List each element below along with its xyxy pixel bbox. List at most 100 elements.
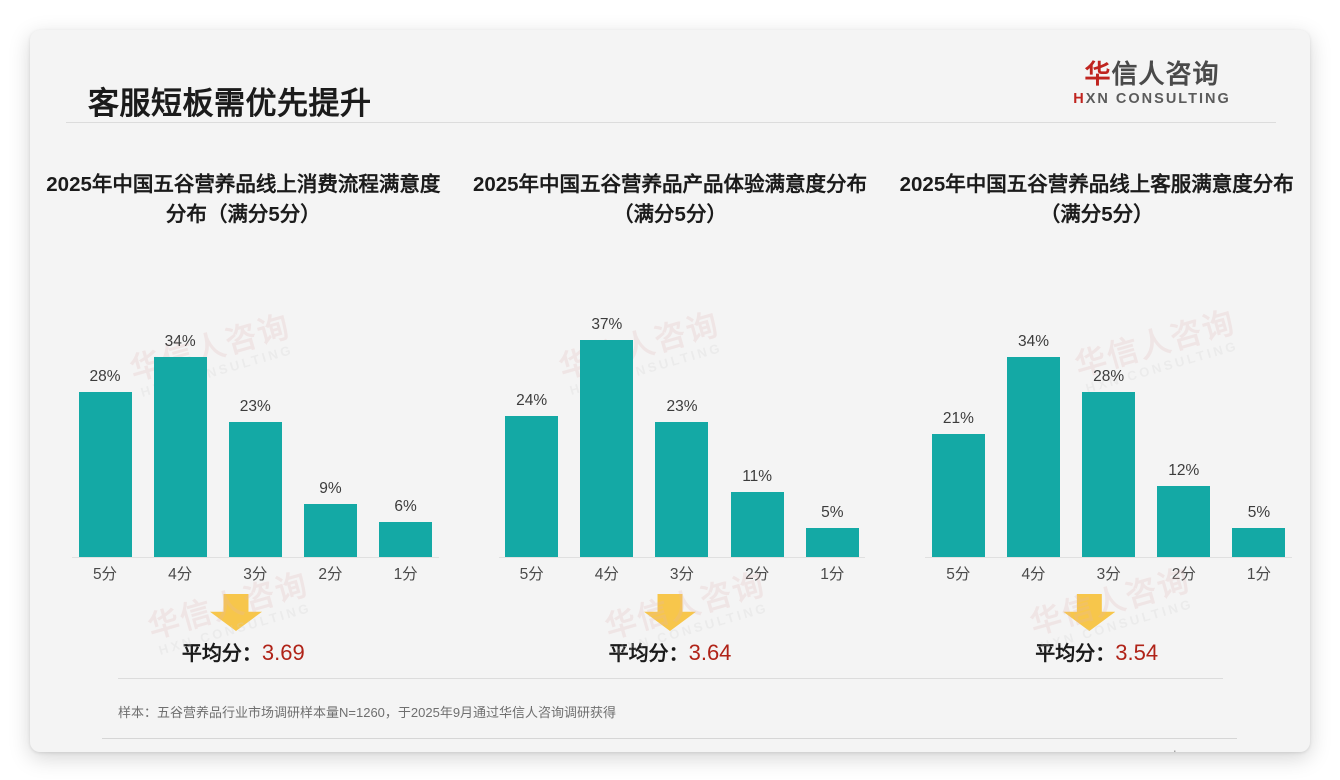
bar-item: 34% [147, 322, 213, 557]
category-label: 5分 [946, 566, 971, 583]
slide-header: 客服短板需优先提升 华信人咨询 HXN CONSULTING [30, 30, 1310, 122]
average-score-2: 平均分：3.64 [457, 637, 884, 666]
bar [1157, 486, 1211, 557]
website-url[interactable]: www.hxrcon.com [1144, 749, 1238, 752]
bar-item: 23% [222, 322, 288, 557]
bar [805, 528, 859, 557]
bar [505, 416, 559, 557]
bar [655, 422, 709, 557]
footnote-divider [118, 678, 1223, 679]
chart-title-3: 2025年中国五谷营养品线上客服满意度分布（满分5分） [899, 173, 1294, 226]
category-label: 1分 [1246, 566, 1272, 583]
category-label: 5分 [92, 566, 118, 583]
bar [931, 434, 985, 557]
bar [78, 392, 132, 557]
x-axis-line-2 [498, 557, 866, 558]
logo-chinese-rest: 信人咨询 [1111, 59, 1220, 89]
bar-value-label: 5% [821, 504, 844, 521]
logo-english-rest: XN CONSULTING [1085, 90, 1231, 107]
x-axis-line-1 [72, 557, 439, 558]
chart-plot-2: 华信人咨询 HXN CONSULTING 24% 37% 23% 11% 5% 5分 4分… [498, 290, 866, 590]
category-label: 4分 [168, 566, 193, 583]
arrow-row-2 [457, 594, 884, 634]
charts-container: 2025年中国五谷营养品线上消费流程满意度分布（满分5分） 华信人咨询 HXN … [30, 142, 1310, 665]
chart-plot-3: 华信人咨询 HXN CONSULTING 21% 34% 28% 12% 5% 5分 4分… [925, 290, 1293, 590]
category-label: 2分 [745, 566, 770, 583]
category-label: 2分 [1171, 566, 1196, 583]
bar-item: 12% [1151, 322, 1217, 557]
category-labels-1: 5分 4分 3分 2分 1分 [72, 560, 439, 590]
bar-value-label: 37% [591, 316, 623, 333]
bar-value-label: 11% [742, 468, 773, 485]
bar-value-label: 12% [1168, 462, 1200, 479]
category-label: 4分 [594, 566, 619, 583]
bar-item: 28% [72, 322, 138, 557]
category-label: 5分 [519, 566, 544, 583]
bar [379, 522, 433, 557]
bar-item: 5% [799, 322, 865, 557]
average-value-1: 3.69 [261, 640, 305, 665]
category-label: 3分 [1096, 566, 1121, 583]
bar-value-label: 28% [89, 368, 121, 385]
bar-item: 28% [1076, 322, 1142, 557]
bar-item: 34% [1001, 322, 1067, 557]
bar [228, 422, 282, 557]
arrow-row-3 [883, 594, 1310, 634]
average-score-3: 平均分：3.54 [883, 637, 1310, 666]
bar-value-label: 28% [1093, 368, 1125, 385]
bar [1232, 528, 1286, 557]
logo-chinese-accent: 华 [1084, 59, 1112, 89]
bar-value-label: 21% [942, 410, 974, 427]
bar-item: 6% [373, 322, 439, 557]
bar [153, 357, 207, 557]
slide-card: 客服短板需优先提升 华信人咨询 HXN CONSULTING 2025年中国五谷… [30, 30, 1310, 752]
sample-footnote: 样本：五谷营养品行业市场调研样本量N=1260，于2025年9月通过华信人咨询调… [118, 705, 617, 720]
bar-value-label: 23% [666, 398, 698, 415]
slide-footer: ©2025.11 HXR华信人咨询 www.hxrcon.com [30, 746, 1310, 752]
bar [1082, 392, 1136, 557]
category-labels-2: 5分 4分 3分 2分 1分 [499, 560, 866, 590]
bar-value-label: 9% [319, 480, 342, 497]
bar [1007, 357, 1060, 557]
bar [730, 492, 784, 557]
average-value-2: 3.64 [688, 640, 732, 665]
x-axis-line-3 [925, 557, 1293, 558]
chart-plot-1: 华信人咨询 HXN CONSULTING 28% 34% 23% 9% 6% 5分 4分 3… [72, 290, 439, 590]
category-label: 1分 [393, 566, 418, 583]
bar-value-label: 23% [239, 398, 271, 415]
bar-item: 11% [724, 322, 790, 557]
logo-english-text: HXN CONSULTING [1052, 91, 1252, 107]
bar-value-label: 6% [394, 498, 417, 515]
copyright-text: ©2025.11 HXR华信人咨询 [102, 748, 260, 752]
bar-value-label: 5% [1247, 504, 1271, 521]
bar-item: 21% [925, 322, 991, 557]
category-label: 1分 [820, 566, 845, 583]
bar-value-label: 34% [1017, 333, 1050, 350]
down-arrow-icon [1063, 594, 1116, 631]
bar-group-2: 24% 37% 23% 11% 5% [499, 316, 866, 557]
bar [580, 340, 634, 557]
bar-group-1: 28% 34% 23% 9% 6% [72, 322, 439, 557]
bar-item: 9% [297, 322, 363, 557]
category-label: 4分 [1021, 566, 1046, 583]
bar [303, 504, 357, 557]
chart-panel-2: 2025年中国五谷营养品产品体验满意度分布（满分5分） 华信人咨询 HXN CO… [457, 142, 884, 665]
footer-divider [102, 738, 1237, 739]
average-label-2: 平均分： [608, 643, 689, 665]
chart-panel-3: 2025年中国五谷营养品线上客服满意度分布（满分5分） 华信人咨询 HXN CO… [883, 142, 1310, 665]
down-arrow-icon [210, 594, 262, 631]
bar-item: 24% [499, 322, 565, 557]
bar-item: 37% [574, 316, 640, 557]
category-label: 2分 [318, 566, 343, 583]
bar-value-label: 34% [164, 333, 196, 350]
header-divider [66, 122, 1276, 123]
category-label: 3分 [669, 566, 695, 583]
average-label-1: 平均分： [181, 643, 262, 665]
bar-item: 23% [649, 322, 715, 557]
average-score-1: 平均分：3.69 [30, 637, 457, 666]
category-label: 3分 [243, 566, 268, 583]
chart-title-1: 2025年中国五谷营养品线上消费流程满意度分布（满分5分） [46, 173, 441, 226]
logo-english-accent: H [1073, 90, 1086, 107]
bar-group-3: 21% 34% 28% 12% 5% [925, 322, 1292, 557]
logo-chinese-text: 华信人咨询 [1052, 60, 1252, 89]
